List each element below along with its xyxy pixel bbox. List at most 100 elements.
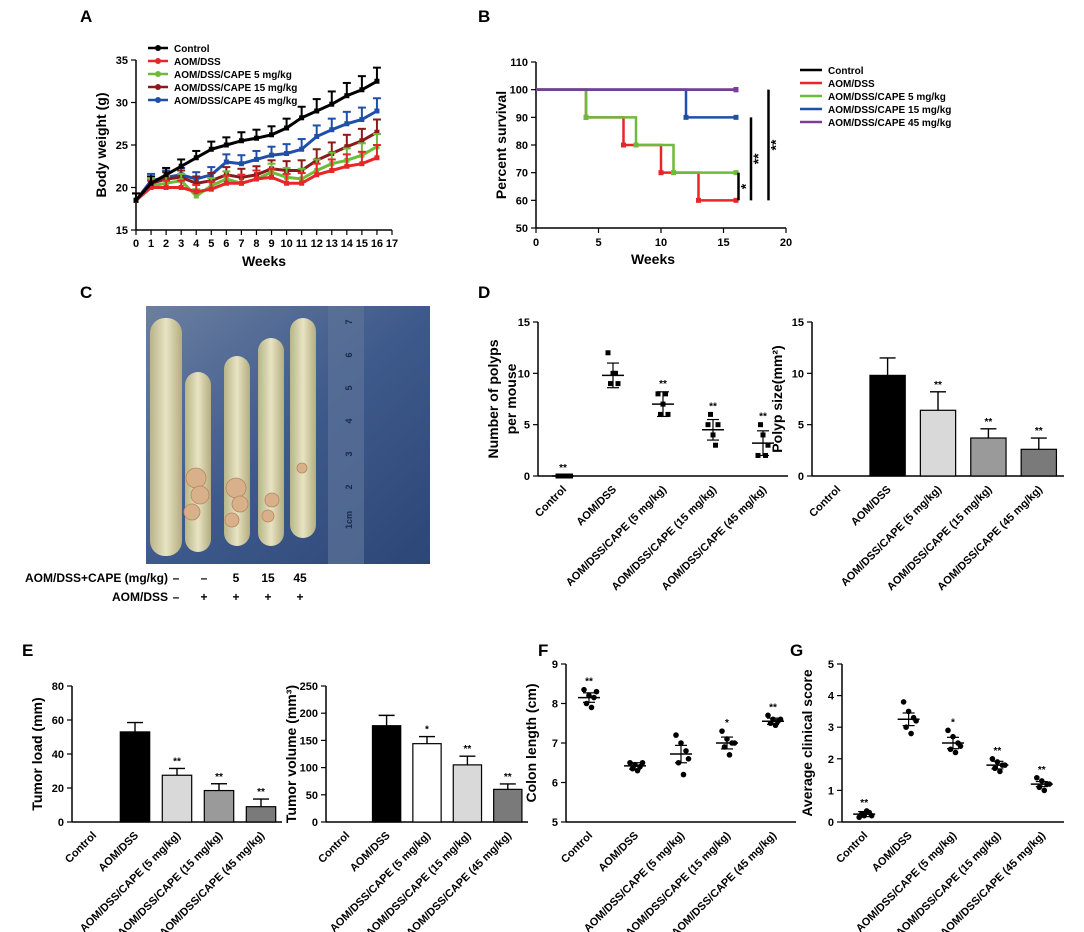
ruler bbox=[328, 306, 364, 564]
a-x-tick-label: 11 bbox=[296, 238, 308, 250]
b-significance-label: ** bbox=[768, 139, 784, 150]
b-y-tick-label: 100 bbox=[510, 85, 528, 97]
e1-y-tick-label: 60 bbox=[52, 715, 64, 727]
d1-y-tick-label: 15 bbox=[518, 317, 530, 329]
panel-label-a: A bbox=[80, 7, 92, 26]
b-x-tick-label: 15 bbox=[717, 237, 729, 249]
colon-control bbox=[150, 318, 182, 556]
d1-data-point bbox=[758, 422, 763, 428]
b-x-label: Weeks bbox=[631, 251, 675, 267]
e1-bar bbox=[119, 731, 151, 823]
f-data-point bbox=[581, 686, 587, 693]
b-legend-label: AOM/DSS/CAPE 45 mg/kg bbox=[828, 118, 951, 129]
e2-y-tick-label: 250 bbox=[300, 681, 318, 693]
g-category-label: AOM/DSS bbox=[870, 830, 915, 875]
a-x-tick-label: 12 bbox=[311, 238, 323, 250]
b-legend-label: AOM/DSS/CAPE 15 mg/kg bbox=[828, 105, 951, 116]
e2-significance-label: ** bbox=[464, 744, 472, 755]
d1-data-point bbox=[713, 442, 718, 448]
tumor-nodules bbox=[183, 462, 308, 528]
b-censor-mark bbox=[633, 142, 639, 148]
a-series-line bbox=[134, 79, 378, 202]
g-category-label: Control bbox=[834, 830, 870, 866]
e1-y-tick-label: 0 bbox=[58, 817, 64, 829]
b-survival-line bbox=[536, 88, 736, 119]
photo-row2-v3: + bbox=[232, 590, 239, 604]
d1-data-point bbox=[658, 411, 663, 417]
panel-label-g: G bbox=[790, 641, 803, 660]
a-x-tick-label: 3 bbox=[178, 238, 184, 250]
e1-y-label: Tumor load (mm) bbox=[29, 697, 45, 810]
a-y-tick-label: 25 bbox=[116, 140, 128, 152]
b-x-tick-label: 20 bbox=[780, 237, 792, 249]
g-data-point bbox=[1041, 787, 1048, 794]
e1-category-label: AOM/DSS bbox=[96, 830, 141, 875]
d1-category-label: AOM/DSS bbox=[574, 484, 619, 529]
d2-y-tick-label: 0 bbox=[798, 471, 804, 483]
b-significance-label: * bbox=[738, 183, 754, 189]
panel-label-b: B bbox=[478, 7, 490, 26]
b-censor-mark bbox=[733, 197, 739, 203]
e2-significance-label: ** bbox=[504, 772, 512, 783]
b-legend-label: AOM/DSS bbox=[828, 79, 875, 90]
photo-row1-v3: 5 bbox=[233, 571, 240, 585]
d2-y-tick-label: 5 bbox=[798, 420, 804, 432]
b-legend-label: Control bbox=[828, 66, 864, 77]
b-censor-mark bbox=[733, 114, 739, 120]
g-data-point bbox=[1036, 784, 1043, 791]
a-data-point bbox=[374, 155, 380, 161]
g-y-label: Average clinical score bbox=[799, 669, 815, 817]
f-data-point bbox=[719, 728, 725, 734]
e2-significance-label: * bbox=[425, 725, 429, 736]
d1-category-label: AOM/DSS/CAPE (45 mg/kg) bbox=[659, 483, 769, 593]
e1-category-label: Control bbox=[63, 830, 99, 866]
b-censor-mark bbox=[671, 170, 676, 176]
a-x-tick-label: 6 bbox=[223, 238, 229, 250]
a-x-tick-label: 14 bbox=[341, 238, 354, 250]
photo-row1-label: AOM/DSS+CAPE (mg/kg) bbox=[25, 571, 168, 585]
e1-significance-label: ** bbox=[173, 756, 181, 767]
d1-significance-label: ** bbox=[559, 463, 567, 474]
f-y-tick-label: 6 bbox=[552, 778, 558, 790]
e2-bar bbox=[371, 725, 402, 823]
f-y-tick-label: 5 bbox=[552, 817, 558, 829]
f-y-tick-label: 9 bbox=[552, 659, 558, 671]
a-data-point bbox=[374, 108, 380, 114]
chart-survival: 50 60 70 80 90 100 110 Percent survival 0 5 10 15 20… bbox=[493, 57, 951, 267]
f-data-point bbox=[683, 748, 689, 754]
f-y-tick-label: 8 bbox=[552, 699, 558, 711]
g-data-point bbox=[908, 730, 914, 737]
g-data-point bbox=[947, 746, 954, 753]
photo-row2-label: AOM/DSS bbox=[112, 590, 168, 604]
d2-y-tick-label: 10 bbox=[792, 368, 804, 380]
e1-bar bbox=[203, 789, 235, 823]
e1-significance-label: ** bbox=[215, 772, 223, 783]
d1-data-point bbox=[705, 422, 711, 428]
a-series-line bbox=[135, 156, 378, 202]
a-x-tick-label: 7 bbox=[238, 238, 244, 250]
d1-data-point bbox=[715, 422, 721, 428]
g-data-point bbox=[957, 743, 964, 749]
ruler-number: 7 bbox=[344, 319, 354, 324]
a-legend-marker bbox=[155, 45, 161, 51]
panel-label-f: F bbox=[538, 641, 548, 660]
d2-bar bbox=[1020, 448, 1058, 477]
g-y-tick-label: 2 bbox=[828, 754, 834, 766]
g-data-point bbox=[950, 733, 956, 740]
photo-row2-v5: + bbox=[296, 590, 303, 604]
b-censor-mark bbox=[733, 170, 739, 176]
d2-bar bbox=[919, 409, 957, 477]
f-data-point bbox=[639, 759, 646, 766]
d2-category-label: AOM/DSS bbox=[849, 484, 894, 529]
a-legend-marker bbox=[155, 58, 161, 64]
photo-row2-v4: + bbox=[264, 590, 271, 604]
f-category-label: AOM/DSS bbox=[596, 830, 641, 875]
b-y-tick-label: 80 bbox=[516, 140, 528, 152]
a-y-tick-label: 35 bbox=[116, 55, 128, 67]
b-x-tick-label: 5 bbox=[595, 237, 601, 249]
d2-bar bbox=[970, 437, 1007, 477]
colon-photo bbox=[146, 306, 430, 564]
d1-data-point bbox=[605, 350, 611, 356]
